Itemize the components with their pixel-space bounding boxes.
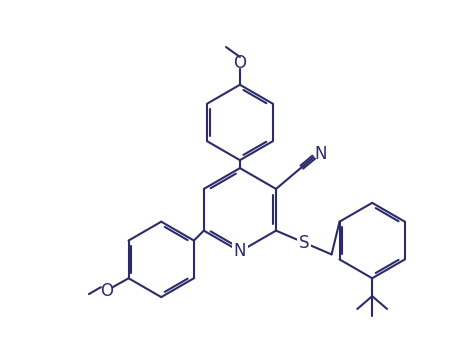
- Text: O: O: [100, 282, 113, 300]
- Text: N: N: [314, 145, 327, 163]
- Text: N: N: [234, 243, 246, 260]
- Text: S: S: [299, 233, 309, 252]
- Text: O: O: [233, 54, 247, 72]
